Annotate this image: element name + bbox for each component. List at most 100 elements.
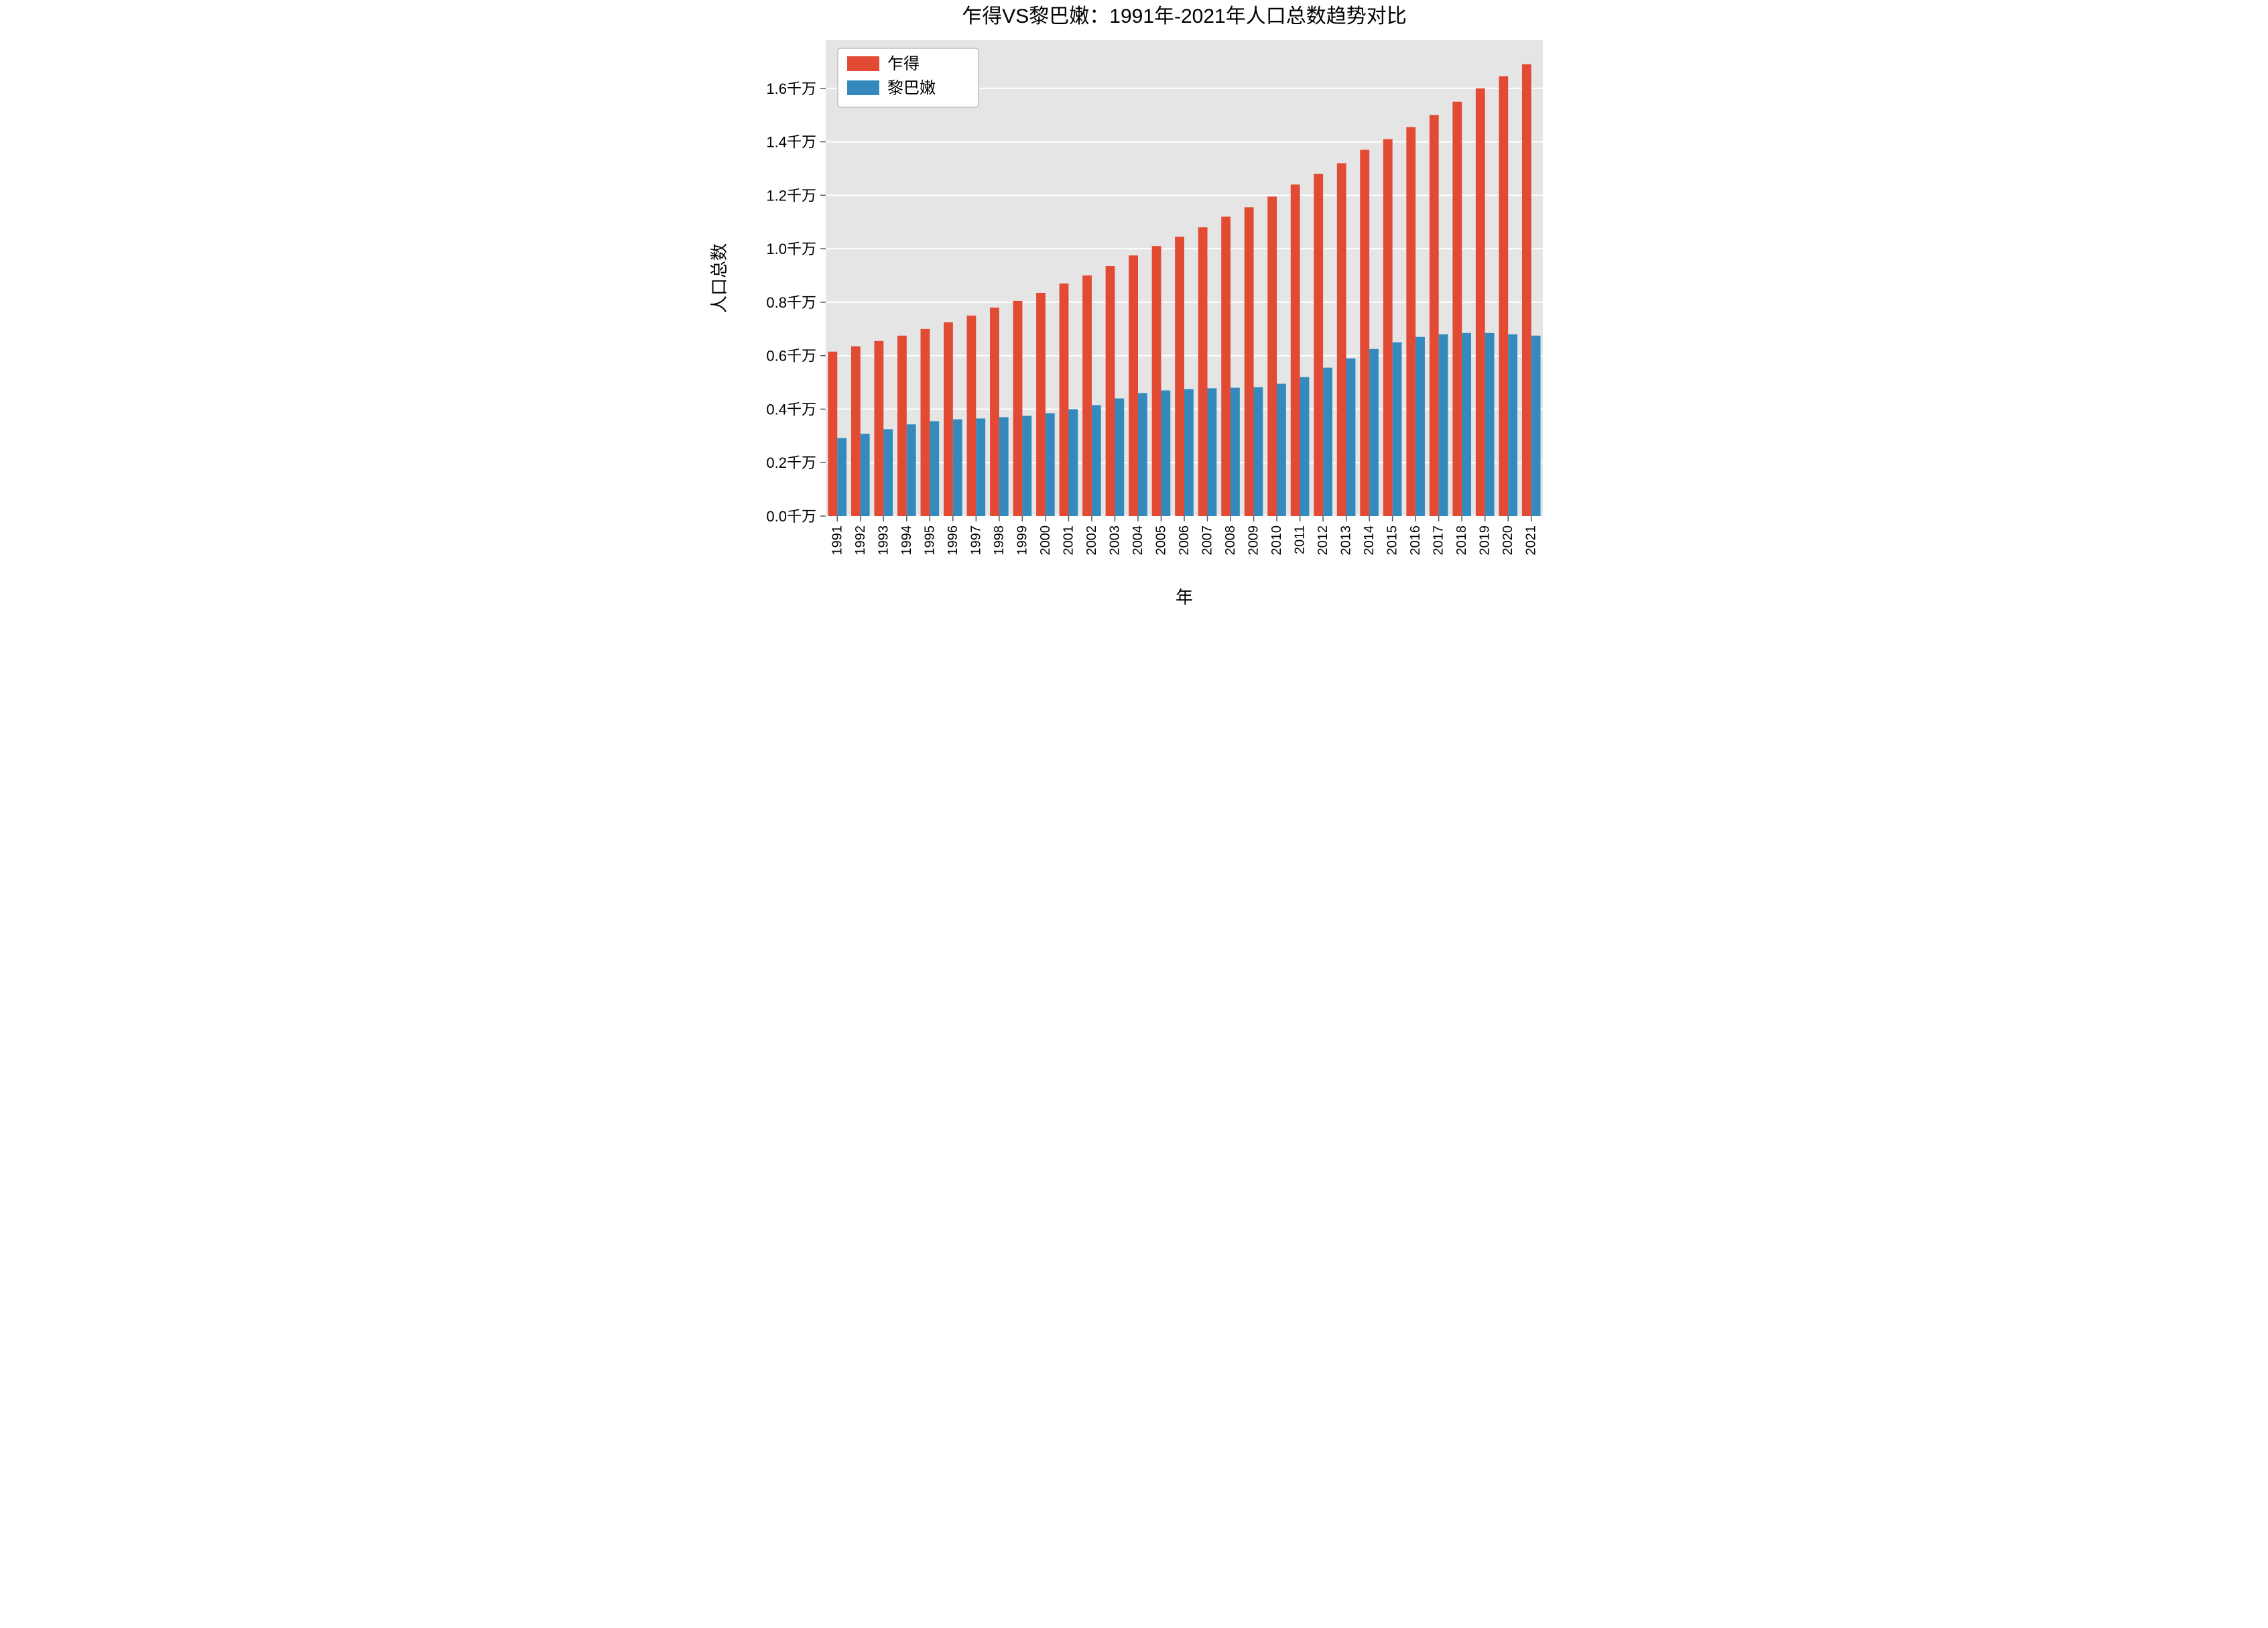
x-tick-label: 1996 bbox=[946, 525, 960, 556]
bar-chad bbox=[1337, 163, 1346, 516]
x-tick-label: 2005 bbox=[1153, 525, 1168, 556]
x-tick-label: 2015 bbox=[1385, 525, 1400, 556]
x-tick-label: 2018 bbox=[1454, 525, 1469, 556]
bar-chad bbox=[1476, 88, 1485, 516]
bar-lebanon bbox=[1485, 333, 1495, 516]
bar-chad bbox=[1036, 293, 1046, 516]
bar-chad bbox=[1013, 301, 1023, 516]
bar-chad bbox=[1198, 227, 1208, 516]
bar-chad bbox=[1360, 150, 1369, 516]
bar-chad bbox=[1291, 184, 1300, 516]
bar-chad bbox=[1106, 266, 1115, 516]
x-tick-label: 2001 bbox=[1061, 525, 1076, 556]
y-tick-label: 0.4千万 bbox=[766, 401, 816, 418]
x-tick-label: 1991 bbox=[830, 525, 844, 556]
x-tick-label: 2007 bbox=[1200, 525, 1215, 556]
x-tick-label: 2019 bbox=[1478, 525, 1493, 556]
y-axis-label: 人口总数 bbox=[709, 243, 729, 313]
x-tick-label: 2011 bbox=[1293, 525, 1308, 554]
bar-chad bbox=[1430, 115, 1439, 516]
bar-lebanon bbox=[1277, 384, 1286, 516]
bar-lebanon bbox=[1369, 349, 1379, 516]
bar-chad bbox=[1499, 76, 1508, 516]
bar-chad bbox=[1082, 275, 1092, 516]
bar-lebanon bbox=[1439, 334, 1448, 516]
bar-lebanon bbox=[1022, 416, 1031, 516]
x-tick-label: 2004 bbox=[1131, 525, 1145, 556]
bar-lebanon bbox=[837, 438, 846, 516]
bar-lebanon bbox=[1068, 409, 1078, 516]
y-tick-label: 1.4千万 bbox=[766, 134, 816, 151]
bar-chad bbox=[828, 352, 837, 516]
x-tick-label: 2010 bbox=[1269, 525, 1284, 556]
bar-chad bbox=[1221, 216, 1231, 516]
bar-lebanon bbox=[1138, 393, 1147, 516]
bar-chad bbox=[851, 347, 861, 516]
bar-lebanon bbox=[861, 434, 870, 516]
bar-chad bbox=[874, 341, 883, 516]
bar-lebanon bbox=[930, 421, 939, 516]
bar-lebanon bbox=[1231, 388, 1240, 516]
x-tick-label: 2013 bbox=[1339, 525, 1354, 556]
bar-lebanon bbox=[1346, 359, 1356, 516]
bar-lebanon bbox=[1092, 405, 1101, 516]
bar-lebanon bbox=[1184, 389, 1194, 516]
x-tick-label: 1992 bbox=[853, 525, 868, 556]
x-tick-label: 2020 bbox=[1501, 525, 1515, 556]
bar-chad bbox=[921, 329, 930, 516]
x-axis-label: 年 bbox=[1176, 587, 1193, 607]
x-tick-label: 2000 bbox=[1038, 525, 1053, 556]
y-tick-label: 1.6千万 bbox=[766, 80, 816, 97]
x-tick-label: 1999 bbox=[1015, 525, 1029, 556]
x-tick-label: 1994 bbox=[899, 525, 914, 556]
x-tick-label: 2012 bbox=[1316, 525, 1330, 556]
legend-swatch bbox=[847, 80, 879, 95]
bar-lebanon bbox=[1323, 368, 1332, 516]
bar-chad bbox=[1406, 127, 1415, 516]
bar-chad bbox=[1452, 102, 1462, 516]
bar-chad bbox=[1383, 139, 1393, 516]
y-tick-label: 0.0千万 bbox=[766, 508, 816, 525]
bar-lebanon bbox=[1254, 387, 1263, 516]
bar-chad bbox=[897, 336, 907, 516]
bar-chad bbox=[1152, 246, 1161, 516]
bar-lebanon bbox=[976, 418, 985, 516]
bar-lebanon bbox=[1208, 388, 1217, 516]
y-tick-label: 0.2千万 bbox=[766, 454, 816, 471]
x-tick-label: 2014 bbox=[1362, 525, 1377, 556]
bar-chad bbox=[944, 322, 953, 516]
bar-chad bbox=[1129, 255, 1138, 516]
legend-label: 黎巴嫩 bbox=[887, 79, 936, 97]
x-tick-label: 2003 bbox=[1107, 525, 1122, 556]
bar-lebanon bbox=[999, 417, 1009, 516]
bar-chad bbox=[967, 316, 976, 516]
y-tick-label: 1.0千万 bbox=[766, 241, 816, 257]
legend-swatch bbox=[847, 56, 879, 71]
x-tick-label: 1995 bbox=[922, 525, 937, 556]
bar-lebanon bbox=[1415, 337, 1425, 516]
bar-lebanon bbox=[1462, 333, 1471, 516]
bar-lebanon bbox=[1393, 342, 1402, 516]
x-tick-label: 1997 bbox=[968, 525, 983, 556]
bar-chad bbox=[1245, 207, 1254, 516]
bar-lebanon bbox=[1300, 377, 1310, 516]
x-tick-label: 2021 bbox=[1524, 525, 1539, 556]
bar-chad bbox=[990, 308, 999, 516]
y-tick-label: 0.8千万 bbox=[766, 294, 816, 311]
y-tick-label: 0.6千万 bbox=[766, 348, 816, 365]
x-tick-label: 1998 bbox=[992, 525, 1007, 556]
bar-chad bbox=[1267, 196, 1277, 516]
bar-chad bbox=[1522, 64, 1531, 516]
bar-lebanon bbox=[1046, 413, 1055, 516]
bar-chad bbox=[1060, 284, 1069, 516]
bar-lebanon bbox=[1161, 391, 1170, 516]
chart-title: 乍得VS黎巴嫩：1991年-2021年人口总数趋势对比 bbox=[962, 5, 1407, 27]
x-tick-label: 1993 bbox=[876, 525, 891, 556]
bar-lebanon bbox=[907, 424, 916, 516]
bar-lebanon bbox=[1508, 334, 1517, 516]
x-tick-label: 2009 bbox=[1247, 525, 1261, 556]
bar-lebanon bbox=[1115, 398, 1124, 516]
bar-lebanon bbox=[1531, 336, 1541, 516]
chart-svg: 0.0千万0.2千万0.4千万0.6千万0.8千万1.0千万1.2千万1.4千万… bbox=[705, 0, 1563, 617]
x-tick-label: 2006 bbox=[1177, 525, 1192, 556]
